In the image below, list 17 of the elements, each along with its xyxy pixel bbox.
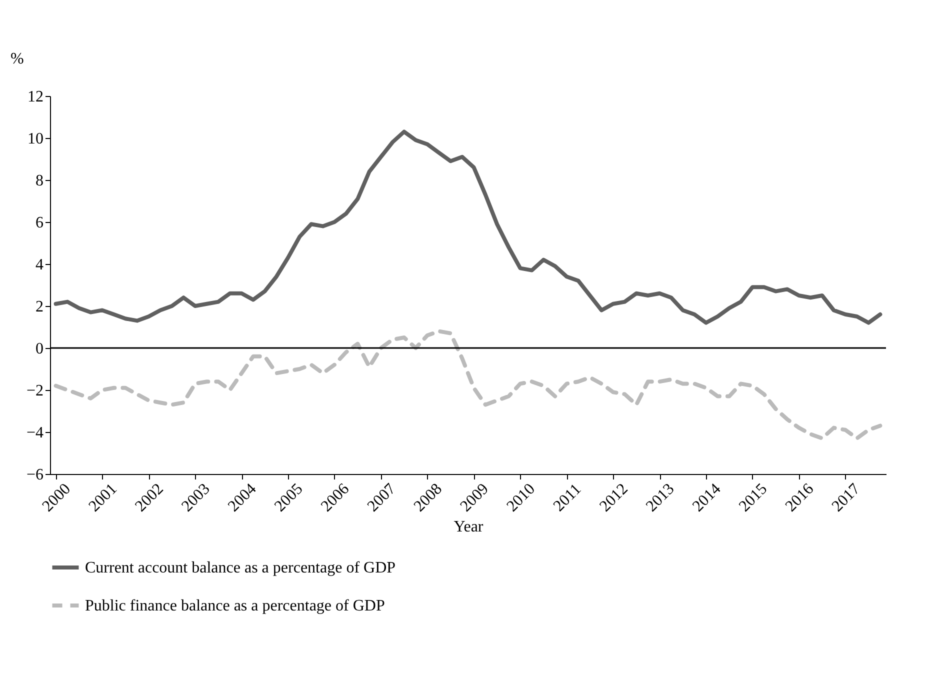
x-tick-label: 2011 [550,480,585,515]
y-tick-label: 0 [36,340,44,358]
legend-label: Public finance balance as a percentage of GDP [85,598,385,614]
y-tick-label: −2 [26,382,44,400]
y-tick-label: −6 [26,466,44,484]
legend-label: Current account balance as a percentage of GDP [85,560,396,576]
y-axis-title: % [10,50,24,68]
y-tick-label: 10 [28,130,44,148]
y-tick-label: −4 [26,424,44,442]
x-axis-title: Year [454,518,484,536]
line-series [54,329,882,440]
y-tick-label: 2 [36,298,44,316]
line-series [54,130,882,325]
y-tick-label: 4 [36,256,44,274]
y-tick-label: 6 [36,214,44,232]
y-tick-label: 12 [28,88,44,106]
y-tick-label: 8 [36,172,44,190]
